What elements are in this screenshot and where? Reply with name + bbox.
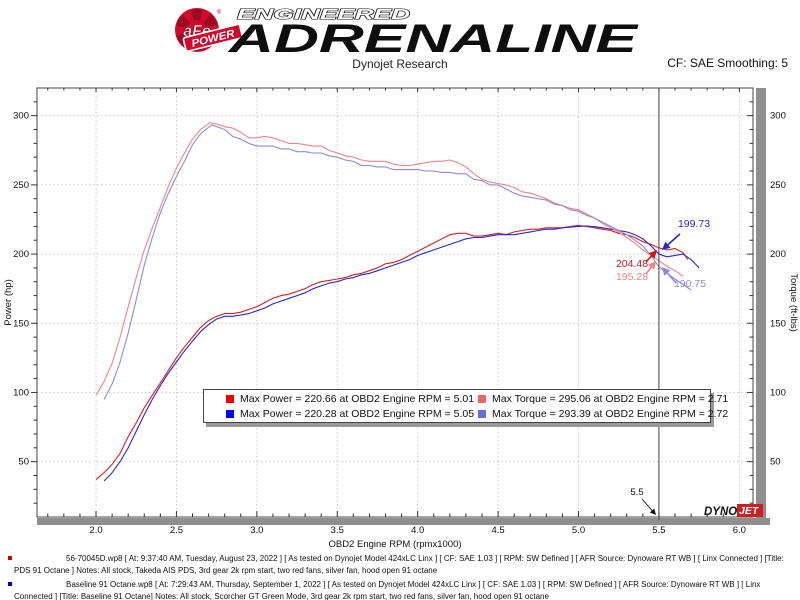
afe-power-badge: aFe ® POWER <box>175 8 244 52</box>
cursor-value-204.48: 204.48 <box>616 258 648 270</box>
chart-legend: Max Power = 220.66 at OBD2 Engine RPM = … <box>203 389 728 423</box>
cursor-value-204.48-arrowhead <box>648 250 657 259</box>
run-note-text: 56-70045D.wp8 [ At: 9:37:40 AM, Tuesday,… <box>14 554 784 575</box>
torque-tick-label: 50 <box>770 457 781 468</box>
legend-item-max-power-pds: Max Power = 220.66 at OBD2 Engine RPM = … <box>226 391 478 406</box>
x-tick-label: 5.5 <box>652 525 665 536</box>
vertical-scrollbar[interactable] <box>756 88 766 525</box>
run-note-text: Baseline 91 Octane.wp8 [ At: 7:29:43 AM,… <box>14 580 761 600</box>
legend-swatch-blue <box>226 409 234 418</box>
torque-pds-91-octane-curve <box>95 122 684 396</box>
dynojet-watermark-dyno: DYNO <box>704 506 737 518</box>
torque-tick-label: 200 <box>770 249 786 260</box>
run-notes: 56-70045D.wp8 [ At: 9:37:40 AM, Tuesday,… <box>8 553 794 600</box>
run-bullet-blue <box>8 582 12 586</box>
afe-engineered-adrenaline-logo: aFe ® POWER ENGINEERED ADRENALINE <box>175 5 639 58</box>
afe-badge-reg-mark: ® <box>217 9 222 16</box>
x-tick-label: 6.0 <box>733 525 746 536</box>
power-tick-label: 100 <box>13 387 29 398</box>
torque-tick-label: 150 <box>770 318 786 329</box>
torque-tick-label: 250 <box>770 180 786 191</box>
dynojet-research-title: Dynojet Research <box>352 57 448 71</box>
cursor-rpm-arrow-line <box>641 498 654 513</box>
cursor-rpm-arrowhead <box>649 508 656 515</box>
legend-item-max-power-baseline: Max Power = 220.28 at OBD2 Engine RPM = … <box>226 406 478 421</box>
torque-axis-title: Torque (ft-lbs) <box>788 273 799 332</box>
legend-swatch-light-blue <box>478 409 486 418</box>
cursor-rpm-label: 5.5 <box>630 487 643 498</box>
rpm-axis-title: OBD2 Engine RPM (rpmx1000) <box>328 539 461 550</box>
torque-tick-label: 300 <box>770 111 786 122</box>
x-tick-label: 4.0 <box>411 525 424 536</box>
x-tick-label: 3.0 <box>250 525 263 536</box>
power-tick-label: 200 <box>13 249 29 260</box>
x-tick-label: 4.5 <box>491 525 504 536</box>
cursor-value-190.75-arrow-line <box>665 270 677 284</box>
power-tick-label: 50 <box>18 457 29 468</box>
plot-frame <box>36 87 754 518</box>
cursor-value-195.28-arrowhead <box>648 261 656 270</box>
power-tick-label: 250 <box>13 180 29 191</box>
cursor-value-199.73-arrowhead <box>662 241 671 250</box>
afe-badge-blade <box>190 8 203 21</box>
x-tick-label: 3.5 <box>331 525 344 536</box>
afe-badge-blade <box>176 14 191 28</box>
cursor-value-190.75-arrowhead <box>662 267 671 276</box>
legend-label: Max Torque = 293.39 at OBD2 Engine RPM =… <box>492 407 729 420</box>
power-tick-label: 300 <box>13 111 29 122</box>
legend-swatch-salmon <box>478 394 486 403</box>
power-tick-label: 150 <box>13 318 29 329</box>
legend-item-max-torque-pds: Max Torque = 295.06 at OBD2 Engine RPM =… <box>478 391 728 406</box>
run-note-pds: 56-70045D.wp8 [ At: 9:37:40 AM, Tuesday,… <box>8 553 794 576</box>
torque-baseline-91-octane-curve <box>103 124 692 400</box>
legend-label: Max Power = 220.28 at OBD2 Engine RPM = … <box>240 407 475 420</box>
cursor-value-190.75: 190.75 <box>674 278 706 290</box>
legend-label: Max Torque = 295.06 at OBD2 Engine RPM =… <box>492 392 729 405</box>
dynojet-watermark: DYNO JET <box>704 504 763 518</box>
cursor-value-199.73: 199.73 <box>678 218 710 230</box>
brand-engineered-text: ENGINEERED <box>237 6 410 23</box>
legend-label: Max Power = 220.66 at OBD2 Engine RPM = … <box>240 392 475 405</box>
run-note-baseline: Baseline 91 Octane.wp8 [ At: 7:29:43 AM,… <box>8 579 794 600</box>
x-tick-label: 2.0 <box>89 525 102 536</box>
dynojet-watermark-jet: JET <box>739 505 760 517</box>
cf-smoothing-label: CF: SAE Smoothing: 5 <box>667 56 788 70</box>
power-pds-91-octane-curve <box>95 224 689 481</box>
run-bullet-red <box>8 556 12 560</box>
brand-adrenaline-text: ADRENALINE <box>227 17 639 58</box>
legend-item-max-torque-baseline: Max Torque = 293.39 at OBD2 Engine RPM =… <box>478 406 728 421</box>
dynojet-watermark-red-box <box>737 504 763 517</box>
torque-tick-label: 100 <box>770 387 786 398</box>
power-axis-title: Power (hp) <box>3 279 14 325</box>
horizontal-scrollbar[interactable] <box>37 518 770 525</box>
cursor-value-199.73-arrow-line <box>665 233 681 247</box>
legend-swatch-red <box>226 394 234 403</box>
x-tick-label: 2.5 <box>170 525 183 536</box>
x-tick-label: 5.0 <box>572 525 585 536</box>
afe-badge-blade <box>203 14 218 28</box>
power-baseline-91-octane-curve <box>103 225 700 482</box>
cursor-value-195.28: 195.28 <box>616 271 648 283</box>
